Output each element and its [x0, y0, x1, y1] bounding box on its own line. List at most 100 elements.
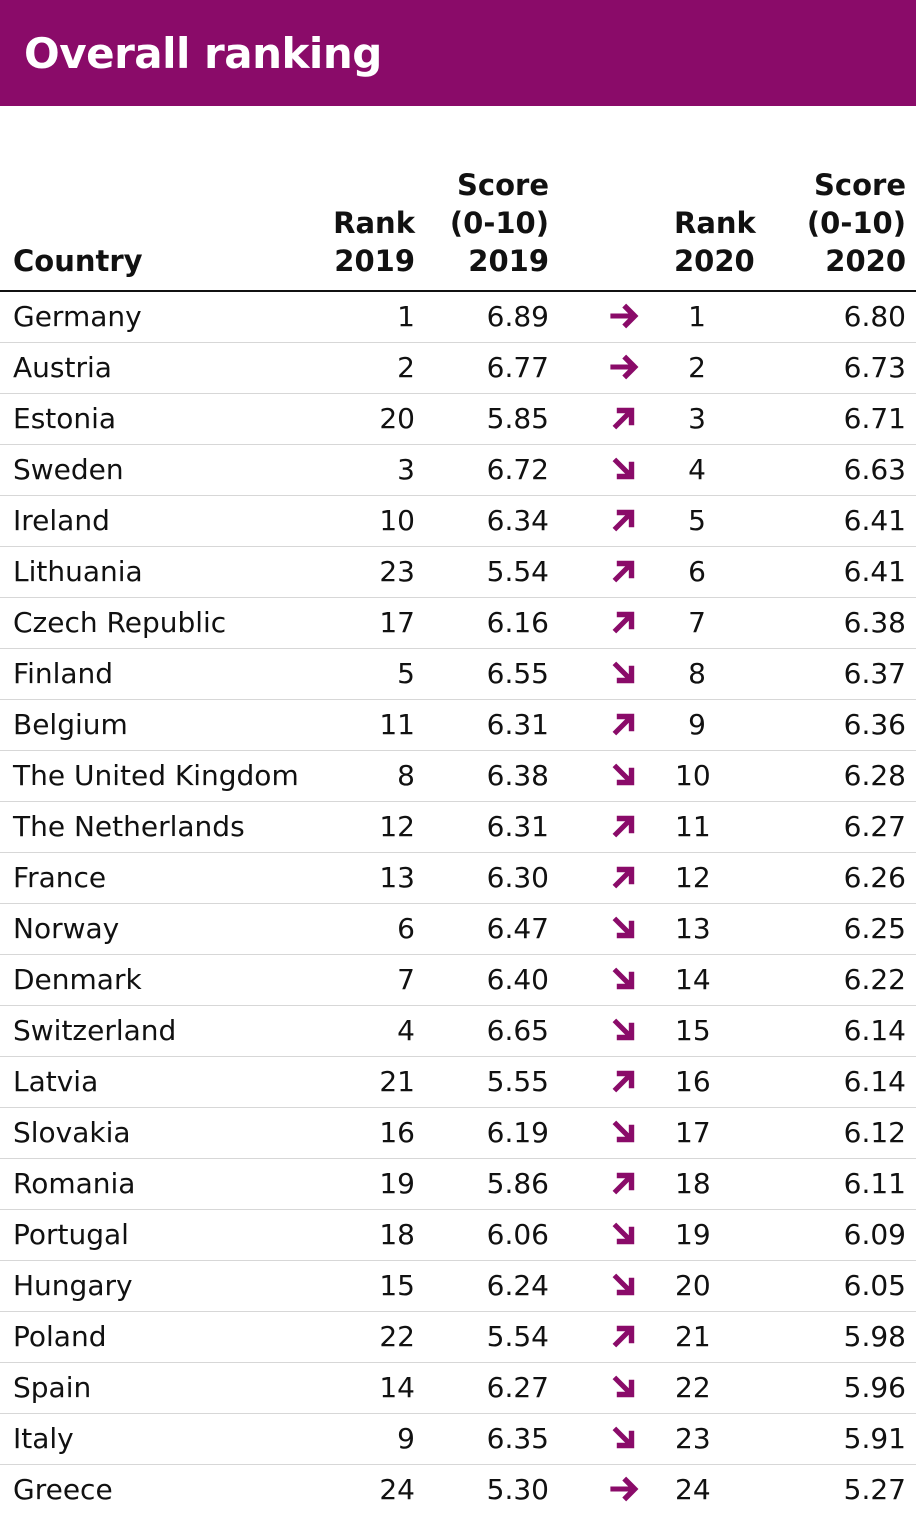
country-cell: France: [0, 853, 310, 904]
rank-2020-cell: 2: [674, 343, 716, 394]
arrow-down-right-icon: [607, 656, 641, 690]
score-2019-cell: 6.72: [425, 445, 559, 496]
title-bar: Overall ranking: [0, 0, 916, 106]
rank-2019-cell: 23: [310, 547, 425, 598]
ranking-table: Country Rank 2019 Score (0-10) 2019 Rank…: [0, 106, 916, 1515]
rank-2019-cell: 24: [310, 1465, 425, 1515]
country-cell: Spain: [0, 1363, 310, 1414]
trend-cell: [559, 1363, 674, 1414]
score-2020-cell: 5.96: [716, 1363, 916, 1414]
arrow-right-icon: [607, 299, 641, 333]
score-2019-cell: 6.31: [425, 802, 559, 853]
score-2020-cell: 6.80: [716, 291, 916, 343]
rank-2019-cell: 18: [310, 1210, 425, 1261]
trend-cell: [559, 445, 674, 496]
rank-2019-cell: 3: [310, 445, 425, 496]
country-cell: Italy: [0, 1414, 310, 1465]
rank-2020-cell: 13: [674, 904, 716, 955]
rank-2020-cell: 15: [674, 1006, 716, 1057]
rank-2019-cell: 21: [310, 1057, 425, 1108]
trend-cell: [559, 1057, 674, 1108]
rank-2020-cell: 16: [674, 1057, 716, 1108]
score-2019-cell: 6.55: [425, 649, 559, 700]
trend-cell: [559, 802, 674, 853]
rank-2019-cell: 5: [310, 649, 425, 700]
rank-2019-header-line: Rank: [310, 204, 415, 242]
country-cell: Belgium: [0, 700, 310, 751]
rank-2019-cell: 6: [310, 904, 425, 955]
rank-2020-cell: 18: [674, 1159, 716, 1210]
country-column-header-line: Country: [13, 242, 310, 280]
score-2019-cell: 5.86: [425, 1159, 559, 1210]
score-2019-cell: 6.47: [425, 904, 559, 955]
score-2020-cell: 6.63: [716, 445, 916, 496]
rank-2020-cell: 23: [674, 1414, 716, 1465]
country-cell: Latvia: [0, 1057, 310, 1108]
trend-cell: [559, 1414, 674, 1465]
score-2020-cell: 6.28: [716, 751, 916, 802]
arrow-down-right-icon: [607, 962, 641, 996]
score-2019-cell: 5.54: [425, 1312, 559, 1363]
trend-cell: [559, 649, 674, 700]
score-2020-cell: 6.41: [716, 496, 916, 547]
arrow-up-right-icon: [607, 809, 641, 843]
score-2019-cell: 5.55: [425, 1057, 559, 1108]
rank-2020-cell: 7: [674, 598, 716, 649]
trend-cell: [559, 343, 674, 394]
trend-cell: [559, 1159, 674, 1210]
arrow-right-icon: [607, 1472, 641, 1506]
score-2020-cell: 6.14: [716, 1057, 916, 1108]
rank-2020-cell: 5: [674, 496, 716, 547]
rank-2020-cell: 19: [674, 1210, 716, 1261]
score-2019-cell: 6.31: [425, 700, 559, 751]
score-2019-cell: 5.30: [425, 1465, 559, 1515]
trend-cell: [559, 1006, 674, 1057]
rank-2020-cell: 4: [674, 445, 716, 496]
score-2020-cell: 6.05: [716, 1261, 916, 1312]
country-cell: Germany: [0, 291, 310, 343]
score-2020-cell: 6.73: [716, 343, 916, 394]
score-2019-cell: 6.34: [425, 496, 559, 547]
rank-2020-cell: 22: [674, 1363, 716, 1414]
arrow-down-right-icon: [607, 1013, 641, 1047]
score-2019-header-line: Score: [425, 166, 549, 204]
trend-cell: [559, 1312, 674, 1363]
rank-2019-cell: 22: [310, 1312, 425, 1363]
country-cell: The United Kingdom: [0, 751, 310, 802]
trend-cell: [559, 496, 674, 547]
score-2020-cell: 6.22: [716, 955, 916, 1006]
country-cell: The Netherlands: [0, 802, 310, 853]
arrow-down-right-icon: [607, 1115, 641, 1149]
score-2019-cell: 5.54: [425, 547, 559, 598]
rank-2020-cell: 21: [674, 1312, 716, 1363]
trend-cell: [559, 751, 674, 802]
rank-2020-header-line: 2020: [674, 242, 706, 280]
rank-2020-cell: 9: [674, 700, 716, 751]
score-2020-cell: 6.25: [716, 904, 916, 955]
score-2019-cell: 6.19: [425, 1108, 559, 1159]
country-cell: Poland: [0, 1312, 310, 1363]
country-cell: Portugal: [0, 1210, 310, 1261]
trend-column-header: [559, 106, 674, 291]
country-cell: Hungary: [0, 1261, 310, 1312]
country-cell: Sweden: [0, 445, 310, 496]
rank-2020-cell: 17: [674, 1108, 716, 1159]
arrow-up-right-icon: [607, 1166, 641, 1200]
score-2019-header-line: (0-10): [425, 204, 549, 242]
trend-cell: [559, 547, 674, 598]
score-2020-cell: 5.91: [716, 1414, 916, 1465]
score-2020-cell: 6.38: [716, 598, 916, 649]
